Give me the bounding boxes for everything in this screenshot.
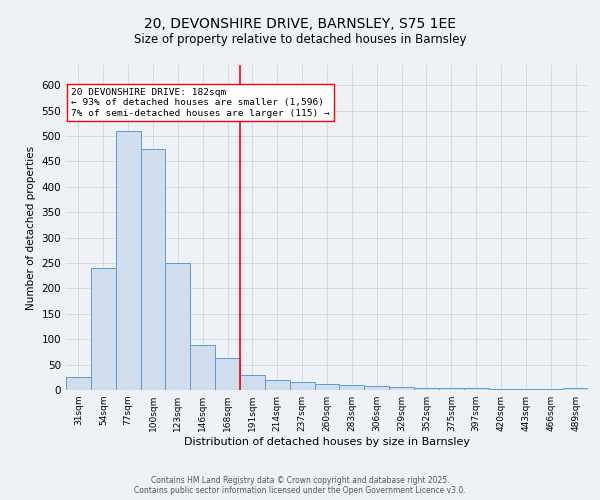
Bar [66, 378, 91, 390]
Bar [240, 375, 265, 390]
Bar [464, 388, 488, 390]
Bar [116, 131, 140, 390]
Bar [439, 388, 464, 390]
Bar [414, 388, 439, 390]
Bar [364, 386, 389, 390]
Bar [166, 263, 190, 390]
Text: 20, DEVONSHIRE DRIVE, BARNSLEY, S75 1EE: 20, DEVONSHIRE DRIVE, BARNSLEY, S75 1EE [144, 18, 456, 32]
Bar [215, 358, 240, 390]
Bar [389, 388, 414, 390]
Text: 20 DEVONSHIRE DRIVE: 182sqm
← 93% of detached houses are smaller (1,596)
7% of s: 20 DEVONSHIRE DRIVE: 182sqm ← 93% of det… [71, 88, 330, 118]
X-axis label: Distribution of detached houses by size in Barnsley: Distribution of detached houses by size … [184, 437, 470, 447]
Bar [190, 346, 215, 390]
Bar [91, 268, 116, 390]
Bar [265, 380, 290, 390]
Text: Size of property relative to detached houses in Barnsley: Size of property relative to detached ho… [134, 32, 466, 46]
Bar [488, 389, 514, 390]
Bar [563, 388, 588, 390]
Bar [290, 382, 314, 390]
Bar [314, 384, 340, 390]
Bar [140, 149, 166, 390]
Text: Contains HM Land Registry data © Crown copyright and database right 2025.
Contai: Contains HM Land Registry data © Crown c… [134, 476, 466, 495]
Bar [340, 385, 364, 390]
Y-axis label: Number of detached properties: Number of detached properties [26, 146, 36, 310]
